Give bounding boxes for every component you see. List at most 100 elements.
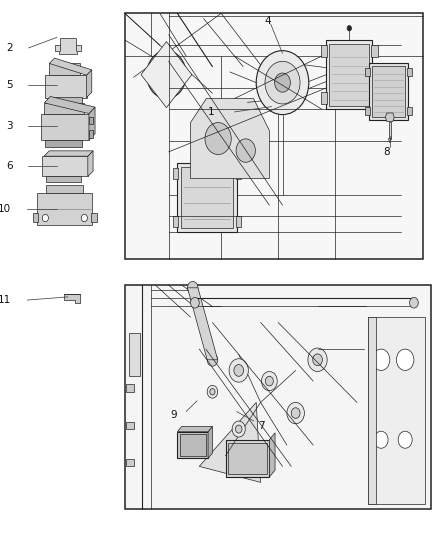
Bar	[46, 176, 81, 182]
Circle shape	[42, 214, 48, 222]
Circle shape	[275, 73, 290, 92]
Bar	[91, 213, 96, 222]
Text: 11: 11	[0, 295, 11, 305]
Bar	[228, 443, 267, 474]
Circle shape	[229, 359, 248, 382]
Bar	[407, 107, 412, 115]
Circle shape	[261, 372, 277, 391]
Text: 6: 6	[7, 161, 13, 171]
Bar	[33, 213, 38, 222]
Bar	[173, 168, 178, 179]
Bar	[371, 45, 378, 57]
Bar	[41, 114, 89, 140]
Bar	[129, 333, 140, 376]
Circle shape	[81, 214, 87, 222]
Text: 1: 1	[208, 107, 215, 117]
Circle shape	[147, 51, 186, 99]
Bar	[181, 167, 233, 228]
Polygon shape	[208, 426, 212, 458]
Polygon shape	[44, 151, 93, 156]
Circle shape	[308, 348, 327, 372]
Text: 5: 5	[7, 80, 13, 90]
Circle shape	[205, 123, 231, 155]
Circle shape	[265, 61, 300, 104]
Circle shape	[313, 354, 322, 366]
Polygon shape	[87, 70, 92, 98]
Bar	[45, 75, 86, 98]
Polygon shape	[89, 107, 95, 140]
Bar	[365, 107, 370, 115]
Bar	[407, 68, 412, 76]
Bar	[321, 45, 327, 57]
Bar	[44, 103, 84, 114]
Circle shape	[236, 139, 255, 162]
Bar	[226, 440, 269, 477]
Circle shape	[398, 431, 412, 448]
Bar	[126, 422, 134, 429]
Bar	[372, 66, 405, 117]
Polygon shape	[64, 294, 80, 303]
Circle shape	[187, 281, 198, 294]
Bar	[89, 117, 93, 124]
Circle shape	[410, 297, 418, 308]
Bar	[177, 432, 208, 458]
Bar	[125, 13, 423, 259]
Ellipse shape	[384, 442, 402, 474]
Text: 2: 2	[7, 43, 13, 53]
Circle shape	[161, 68, 172, 81]
Circle shape	[256, 51, 309, 115]
Text: 9: 9	[170, 410, 177, 419]
Bar	[42, 156, 88, 176]
Circle shape	[396, 349, 414, 370]
Bar	[236, 216, 241, 227]
Circle shape	[191, 297, 199, 308]
Circle shape	[372, 349, 390, 370]
Bar	[46, 185, 83, 193]
Bar	[126, 384, 134, 392]
Polygon shape	[88, 151, 93, 176]
Circle shape	[236, 425, 242, 433]
Bar	[180, 434, 206, 456]
Bar	[173, 216, 178, 227]
Bar	[365, 68, 370, 76]
Circle shape	[154, 60, 179, 90]
Circle shape	[234, 365, 244, 376]
Polygon shape	[191, 99, 269, 179]
Bar	[125, 285, 431, 509]
Bar	[329, 44, 369, 106]
Bar	[89, 130, 93, 138]
Polygon shape	[385, 113, 394, 122]
Polygon shape	[49, 58, 92, 75]
Bar	[368, 317, 425, 504]
Circle shape	[347, 26, 351, 31]
Polygon shape	[389, 139, 391, 143]
Circle shape	[374, 431, 388, 448]
Polygon shape	[187, 288, 218, 360]
Bar	[368, 317, 376, 504]
Ellipse shape	[381, 378, 405, 426]
Bar	[177, 163, 237, 232]
Circle shape	[291, 408, 300, 418]
Polygon shape	[177, 426, 212, 432]
Bar	[369, 63, 408, 120]
Text: 3: 3	[7, 122, 13, 131]
Bar	[389, 122, 391, 139]
Polygon shape	[44, 96, 95, 114]
Text: 8: 8	[383, 147, 390, 157]
Bar	[371, 92, 378, 104]
Text: 10: 10	[0, 204, 11, 214]
Bar	[326, 40, 372, 109]
Circle shape	[287, 402, 304, 424]
Bar	[49, 63, 80, 75]
Text: 4: 4	[264, 17, 271, 26]
Polygon shape	[141, 42, 192, 108]
Text: 7: 7	[258, 422, 265, 431]
Bar	[37, 193, 92, 225]
Bar	[45, 140, 82, 147]
Circle shape	[207, 385, 218, 398]
Bar	[236, 168, 241, 179]
Polygon shape	[199, 402, 261, 482]
Bar	[126, 459, 134, 466]
Polygon shape	[269, 433, 275, 477]
Polygon shape	[55, 38, 81, 54]
